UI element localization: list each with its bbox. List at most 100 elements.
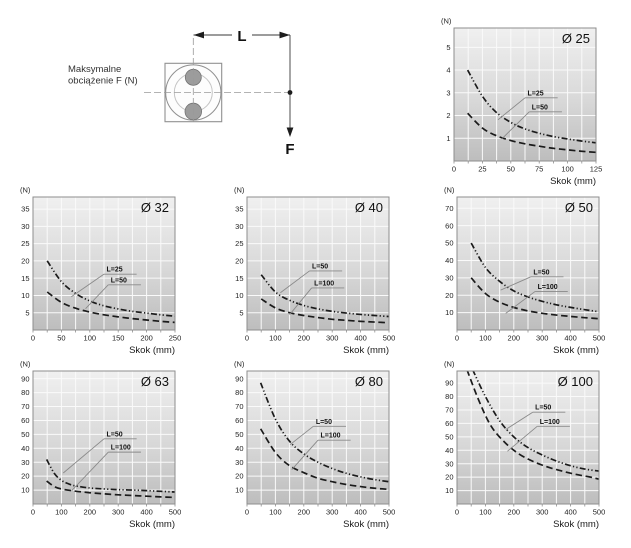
y-tick-label: 10 bbox=[235, 291, 243, 300]
legend-leader-line bbox=[497, 97, 526, 121]
legend-label: L=100 bbox=[111, 445, 131, 452]
diagram-caption-line1: Maksymalne bbox=[68, 64, 121, 75]
chart-svg: 5 10 15 20 25 30 35 0 50 100 150 200 250 (N) Ø 32 Skok … bbox=[20, 186, 182, 357]
y-tick-label: 10 bbox=[445, 486, 453, 495]
x-tick-label: 300 bbox=[112, 508, 125, 517]
chart-d32: 5 10 15 20 25 30 35 0 50 100 150 200 250 (N) Ø 32 Skok … bbox=[7, 182, 197, 358]
y-tick-label: 30 bbox=[21, 458, 29, 467]
y-tick-label: 20 bbox=[21, 257, 29, 266]
x-axis-title: Skok (mm) bbox=[550, 176, 596, 187]
y-tick-label: 40 bbox=[21, 444, 29, 453]
y-tick-label: 40 bbox=[445, 446, 453, 455]
legend-label: L=100 bbox=[540, 419, 560, 426]
y-tick-label: 3 bbox=[446, 88, 450, 97]
x-tick-label: 200 bbox=[508, 334, 521, 343]
x-axis-title: Skok (mm) bbox=[343, 519, 389, 530]
legend-label: L=50 bbox=[532, 104, 548, 111]
y-tick-label: 2 bbox=[446, 111, 450, 120]
x-tick-label: 150 bbox=[112, 334, 125, 343]
y-tick-label: 70 bbox=[445, 204, 453, 213]
y-axis-unit: (N) bbox=[234, 186, 245, 195]
y-tick-label: 40 bbox=[445, 256, 453, 265]
legend-label: L=100 bbox=[314, 280, 334, 287]
x-tick-label: 100 bbox=[561, 165, 574, 174]
y-axis-unit: (N) bbox=[234, 360, 245, 369]
y-tick-label: 40 bbox=[235, 444, 243, 453]
y-tick-label: 60 bbox=[235, 416, 243, 425]
x-tick-label: 100 bbox=[269, 334, 282, 343]
x-tick-label: 50 bbox=[507, 165, 515, 174]
y-tick-label: 30 bbox=[445, 459, 453, 468]
series-curve-L=50 bbox=[46, 291, 175, 324]
series-curve-L=100 bbox=[466, 371, 599, 480]
y-tick-label: 60 bbox=[21, 416, 29, 425]
y-tick-label: 10 bbox=[445, 308, 453, 317]
chart-d50: 10 20 30 40 50 60 70 0 100 200 300 400 500 (N) Ø 50 Sko… bbox=[431, 182, 621, 358]
chart-title: Ø 100 bbox=[558, 374, 593, 389]
chart-title: Ø 50 bbox=[565, 200, 593, 215]
legend-leader-line bbox=[505, 411, 533, 430]
series-curve-L=50 bbox=[467, 112, 596, 154]
x-tick-label: 250 bbox=[169, 334, 182, 343]
y-tick-label: 80 bbox=[21, 388, 29, 397]
chart-d40: 5 10 15 20 25 30 35 0 100 200 300 400 500 (N) Ø 40 Skok… bbox=[221, 182, 411, 358]
x-tick-label: 500 bbox=[593, 508, 606, 517]
x-axis-title: Skok (mm) bbox=[129, 519, 175, 530]
y-tick-label: 20 bbox=[21, 472, 29, 481]
series-curve-L=50 bbox=[45, 459, 175, 493]
x-tick-label: 300 bbox=[326, 508, 339, 517]
y-tick-label: 1 bbox=[446, 134, 450, 143]
y-tick-label: 30 bbox=[235, 222, 243, 231]
x-tick-label: 125 bbox=[590, 165, 603, 174]
series-curve-L=50 bbox=[470, 242, 599, 313]
x-tick-label: 0 bbox=[31, 334, 35, 343]
x-tick-label: 25 bbox=[478, 165, 486, 174]
x-tick-label: 500 bbox=[593, 334, 606, 343]
y-axis-unit: (N) bbox=[444, 186, 455, 195]
legend-leader-line bbox=[62, 438, 105, 474]
chart-title: Ø 32 bbox=[141, 200, 169, 215]
series-curve-L=25 bbox=[466, 69, 596, 144]
y-tick-label: 20 bbox=[235, 472, 243, 481]
legend-label: L=25 bbox=[107, 267, 123, 274]
force-label: F bbox=[285, 141, 294, 158]
y-tick-label: 80 bbox=[445, 392, 453, 401]
x-tick-label: 200 bbox=[298, 334, 311, 343]
y-tick-label: 50 bbox=[235, 430, 243, 439]
series-curve-L=50 bbox=[259, 382, 389, 483]
y-tick-label: 70 bbox=[445, 406, 453, 415]
series-curve-L=100 bbox=[46, 480, 175, 499]
x-tick-label: 500 bbox=[383, 508, 396, 517]
y-tick-label: 30 bbox=[21, 222, 29, 231]
y-tick-label: 10 bbox=[235, 486, 243, 495]
y-tick-label: 5 bbox=[446, 43, 450, 52]
y-tick-label: 50 bbox=[21, 430, 29, 439]
x-tick-label: 300 bbox=[536, 508, 549, 517]
force-arrow-down-icon bbox=[286, 127, 294, 137]
x-tick-label: 0 bbox=[31, 508, 35, 517]
chart-title: Ø 25 bbox=[562, 31, 590, 46]
chart-svg: 10 20 30 40 50 60 70 0 100 200 300 400 500 (N) Ø 50 Sko… bbox=[444, 186, 606, 357]
legend-leader-line bbox=[71, 273, 105, 298]
legend-leader-line bbox=[289, 287, 312, 315]
chart-d63: 10 20 30 40 50 60 70 80 90 0 100 200 300 400 500 (N) Ø 6… bbox=[7, 356, 197, 532]
x-tick-label: 200 bbox=[298, 508, 311, 517]
x-tick-label: 100 bbox=[55, 508, 68, 517]
y-tick-label: 90 bbox=[235, 374, 243, 383]
legend-label: L=50 bbox=[107, 431, 123, 438]
chart-svg: 10 20 30 40 50 60 70 80 90 0 100 200 300 400 500 (N) Ø 8… bbox=[234, 360, 396, 531]
x-tick-label: 0 bbox=[455, 508, 459, 517]
x-tick-label: 400 bbox=[564, 334, 577, 343]
x-tick-label: 400 bbox=[354, 508, 367, 517]
legend-label: L=100 bbox=[321, 433, 341, 440]
legend-leader-line bbox=[85, 284, 109, 310]
legend-label: L=50 bbox=[533, 269, 549, 276]
load-point-dot bbox=[287, 90, 293, 95]
y-tick-label: 80 bbox=[235, 388, 243, 397]
y-tick-label: 20 bbox=[445, 291, 453, 300]
legend-label: L=50 bbox=[111, 277, 127, 284]
x-tick-label: 50 bbox=[57, 334, 65, 343]
legend-leader-line bbox=[505, 291, 536, 314]
legend-leader-line bbox=[500, 276, 532, 291]
diagram-caption-line2: obciążenie F (N) bbox=[68, 76, 138, 87]
